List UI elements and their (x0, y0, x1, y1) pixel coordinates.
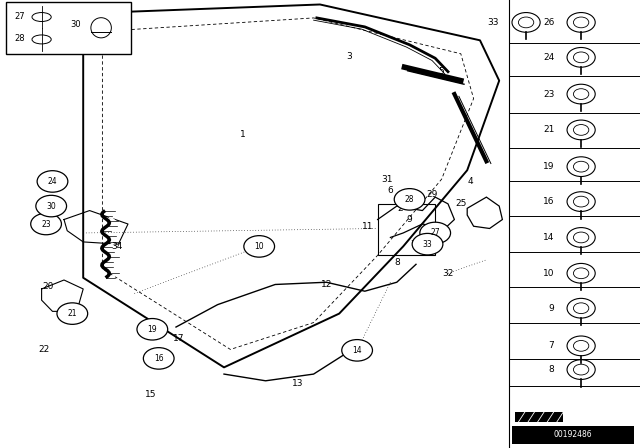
Text: 19: 19 (147, 325, 157, 334)
Text: 1: 1 (241, 130, 246, 139)
Text: 17: 17 (173, 334, 185, 343)
Text: 21: 21 (68, 309, 77, 318)
Circle shape (37, 171, 68, 192)
Text: 21: 21 (543, 125, 554, 134)
Text: 25: 25 (455, 199, 467, 208)
Text: 14: 14 (352, 346, 362, 355)
Circle shape (394, 189, 425, 210)
Text: 9: 9 (548, 304, 554, 313)
Text: 20: 20 (42, 282, 54, 291)
Circle shape (244, 236, 275, 257)
Text: 11: 11 (362, 222, 374, 231)
Text: 2: 2 (397, 204, 403, 213)
Text: 4: 4 (468, 177, 473, 186)
Text: 22: 22 (38, 345, 49, 354)
Circle shape (342, 340, 372, 361)
Text: 30: 30 (70, 20, 81, 29)
Text: 14: 14 (543, 233, 554, 242)
Bar (515, 412, 563, 422)
Text: 33: 33 (422, 240, 433, 249)
Text: 5: 5 (439, 67, 444, 76)
Circle shape (143, 348, 174, 369)
Circle shape (412, 233, 443, 255)
Text: 15: 15 (145, 390, 156, 399)
Text: 8: 8 (394, 258, 399, 267)
Text: 24: 24 (543, 53, 554, 62)
Bar (6, 2, 131, 54)
Text: 24: 24 (47, 177, 58, 186)
Circle shape (57, 303, 88, 324)
Circle shape (137, 319, 168, 340)
Text: 12: 12 (321, 280, 332, 289)
Text: 7: 7 (410, 240, 415, 249)
Text: 00192486: 00192486 (554, 430, 592, 439)
Text: 9: 9 (407, 215, 412, 224)
Circle shape (31, 213, 61, 235)
Text: 10: 10 (543, 269, 554, 278)
Text: 33: 33 (488, 18, 499, 27)
Text: 31: 31 (381, 175, 393, 184)
Text: 3: 3 (346, 52, 351, 60)
Text: 30: 30 (46, 202, 56, 211)
Text: 10: 10 (254, 242, 264, 251)
Text: 16: 16 (154, 354, 164, 363)
Text: 27: 27 (430, 228, 440, 237)
Text: 28: 28 (14, 34, 25, 43)
Text: 16: 16 (543, 197, 554, 206)
Bar (512, 426, 634, 444)
Text: 13: 13 (292, 379, 303, 388)
Text: 32: 32 (442, 269, 454, 278)
Circle shape (420, 222, 451, 244)
Text: 27: 27 (14, 12, 25, 21)
Bar (378, 204, 435, 255)
Text: 29: 29 (426, 190, 438, 199)
Text: 26: 26 (543, 18, 554, 27)
Text: 6: 6 (388, 186, 393, 195)
Text: 8: 8 (548, 365, 554, 374)
Text: 19: 19 (543, 162, 554, 171)
Text: 23: 23 (41, 220, 51, 228)
Text: 7: 7 (548, 341, 554, 350)
Text: 34: 34 (111, 242, 122, 251)
Text: 23: 23 (543, 90, 554, 99)
Text: 28: 28 (405, 195, 414, 204)
Circle shape (36, 195, 67, 217)
